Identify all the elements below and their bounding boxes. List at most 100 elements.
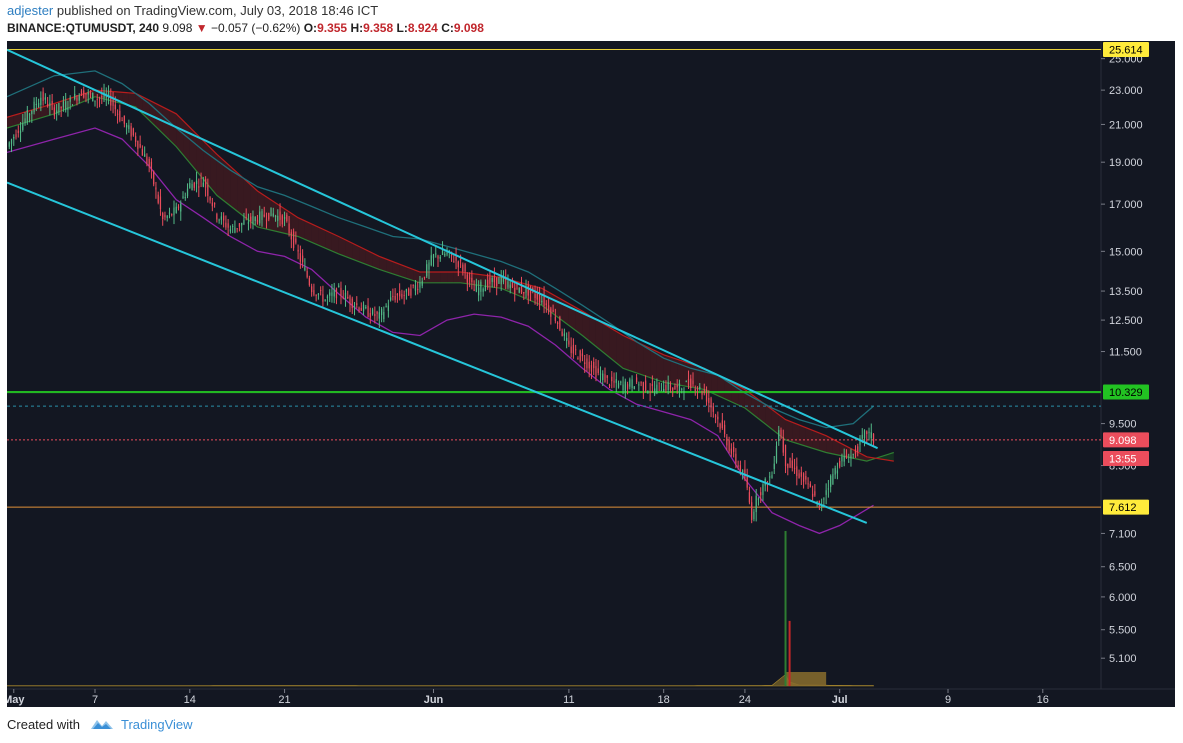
candle-body <box>832 474 834 485</box>
published-text: published on TradingView.com, July 03, 2… <box>56 3 379 18</box>
candle-body <box>141 148 144 156</box>
candle-body <box>31 110 33 115</box>
candle-body <box>148 158 150 167</box>
ichimoku-cloud-segment <box>406 266 414 281</box>
price-axis-background <box>1101 41 1175 689</box>
ichimoku-cloud-segment <box>399 264 407 279</box>
candle-body <box>687 379 690 386</box>
candle-body <box>437 255 439 259</box>
candle-body <box>114 104 116 110</box>
ichimoku-cloud-segment <box>792 422 800 444</box>
candle-body <box>590 365 593 372</box>
tradingview-logo-icon[interactable] <box>90 717 114 734</box>
candle-body <box>674 385 676 390</box>
candle-body <box>322 294 324 302</box>
price-tick-label: 13.500 <box>1109 286 1143 298</box>
candle-body <box>347 297 349 299</box>
ichimoku-cloud-segment <box>575 307 583 336</box>
candle-body <box>87 92 89 95</box>
candle-body <box>405 289 408 292</box>
tradingview-link[interactable]: TradingView <box>121 717 193 732</box>
candle-body <box>701 391 703 395</box>
candle-body <box>376 311 378 314</box>
candle-body <box>484 285 487 292</box>
candle-body <box>42 91 44 101</box>
candle-body <box>374 313 376 317</box>
candle-body <box>629 379 631 387</box>
candle-body <box>317 293 320 295</box>
candle-body <box>651 383 654 387</box>
candle-body <box>254 216 256 221</box>
candle-body <box>561 331 563 336</box>
candle-body <box>554 316 556 321</box>
high-label: H: <box>350 21 364 35</box>
candle-body <box>572 344 575 354</box>
candle-body <box>771 475 773 479</box>
ichimoku-cloud-segment <box>623 335 630 371</box>
candle-body <box>827 488 830 490</box>
price-tick-label: 19.000 <box>1109 157 1143 169</box>
ichimoku-cloud-segment <box>453 272 461 283</box>
candle-body <box>550 308 552 317</box>
candle-body <box>146 156 148 165</box>
candle-body <box>719 423 721 429</box>
candle-body <box>586 358 588 369</box>
candle-body <box>872 433 875 443</box>
candle-body <box>218 219 220 221</box>
candle-body <box>335 288 338 299</box>
candle-body <box>647 391 649 393</box>
candle-body <box>216 214 218 220</box>
candle-body <box>60 107 62 109</box>
candle-body <box>496 277 498 287</box>
candle-body <box>635 377 638 383</box>
ichimoku-cloud-segment <box>460 272 468 284</box>
candle-body <box>430 255 432 266</box>
ichimoku-cloud-segment <box>230 166 238 211</box>
candle-body <box>617 382 620 388</box>
time-tick-label: May <box>7 694 25 706</box>
time-tick-label: 14 <box>184 694 196 706</box>
candle-body <box>723 424 726 435</box>
candle-body <box>125 125 128 128</box>
candle-body <box>726 436 728 446</box>
high-value: 9.358 <box>363 21 394 35</box>
candle-body <box>773 463 775 469</box>
candle-body <box>622 384 624 391</box>
candle-body <box>807 483 809 485</box>
candle-body <box>834 468 836 475</box>
candle-body <box>570 346 572 354</box>
ichimoku-cloud-segment <box>683 361 691 388</box>
ichimoku-cloud-segment <box>40 105 48 118</box>
price-chart[interactable]: 25.00023.00021.00019.00017.00015.00013.5… <box>7 41 1175 707</box>
candle-body <box>656 384 658 394</box>
candle-body <box>232 225 234 227</box>
candle-body <box>692 380 694 384</box>
ichimoku-cloud-segment <box>291 213 299 237</box>
ichimoku-cloud-segment <box>7 115 14 129</box>
candle-body <box>112 98 114 106</box>
candle-body <box>53 107 56 116</box>
ichimoku-cloud-segment <box>595 319 603 352</box>
candle-body <box>683 391 685 393</box>
author-link[interactable]: adjester <box>7 3 54 18</box>
candle-body <box>209 197 211 201</box>
candle-body <box>200 177 202 179</box>
candle-body <box>353 306 356 308</box>
price-tick-label: 5.500 <box>1109 625 1137 637</box>
ichimoku-cloud-segment <box>839 442 847 457</box>
candle-body <box>380 308 383 316</box>
candle-body <box>760 492 762 496</box>
ichimoku-cloud-segment <box>677 359 684 386</box>
candle-body <box>223 215 225 221</box>
candle-body <box>184 197 186 199</box>
candle-body <box>412 285 414 287</box>
candle-body <box>107 91 110 97</box>
candle-body <box>453 261 455 263</box>
candle-body <box>313 290 315 295</box>
candle-body <box>843 455 845 462</box>
ichimoku-cloud-segment <box>359 246 366 265</box>
candle-body <box>534 293 536 298</box>
ichimoku-cloud-segment <box>304 220 312 243</box>
candle-body <box>841 456 843 462</box>
candle-body <box>290 232 292 240</box>
